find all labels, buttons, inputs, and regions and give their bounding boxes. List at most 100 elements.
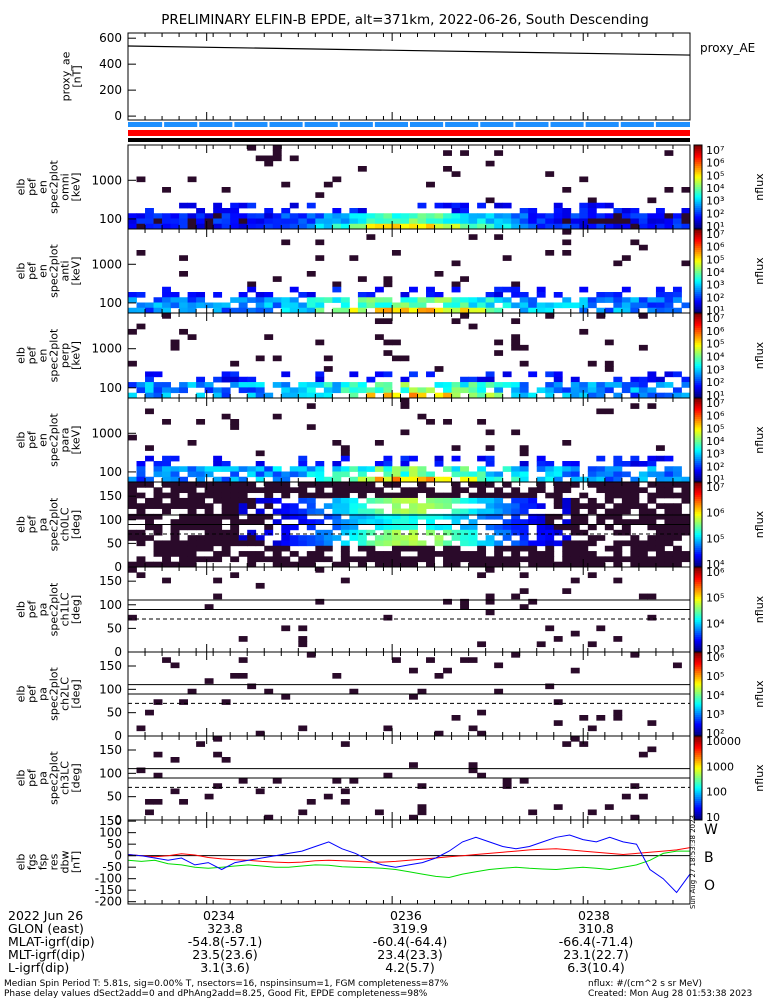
flux-pixel bbox=[187, 513, 197, 520]
colorbar-unit: nflux bbox=[753, 595, 766, 623]
flux-pixel bbox=[451, 529, 461, 536]
flux-pixel bbox=[426, 218, 435, 225]
energy-ytick-label: 100 bbox=[99, 465, 122, 479]
flux-pixel bbox=[451, 286, 461, 293]
flux-pixel bbox=[545, 540, 555, 547]
flux-pixel bbox=[366, 497, 376, 504]
flux-pixel bbox=[502, 202, 512, 209]
flux-pixel bbox=[511, 281, 521, 288]
spec-4-ylabel-4: ch0LC bbox=[59, 507, 72, 541]
flux-pixel bbox=[145, 382, 154, 388]
flux-pixel bbox=[323, 355, 333, 362]
flux-pixel bbox=[306, 540, 316, 547]
colorbar-cell bbox=[694, 174, 702, 177]
ephem-value-0236: 319.9 bbox=[392, 921, 428, 936]
flux-pixel bbox=[647, 403, 657, 409]
flux-pixel bbox=[494, 150, 504, 156]
flux-pixel bbox=[247, 145, 257, 151]
flux-pixel bbox=[281, 208, 291, 214]
flux-pixel bbox=[400, 540, 410, 547]
flux-pixel bbox=[247, 513, 257, 520]
flux-pixel bbox=[494, 513, 504, 520]
flux-pixel bbox=[247, 503, 257, 509]
flux-pixel bbox=[417, 223, 427, 230]
flux-pixel bbox=[272, 145, 282, 151]
flux-pixel bbox=[587, 218, 597, 225]
flux-pixel bbox=[170, 788, 180, 795]
flux-pixel bbox=[247, 529, 257, 536]
flux-pixel bbox=[672, 519, 682, 525]
colorbar-cell bbox=[694, 681, 702, 684]
flux-pixel bbox=[672, 556, 682, 563]
flux-pixel bbox=[587, 223, 597, 230]
flux-pixel bbox=[179, 519, 189, 525]
spectrogram-0 bbox=[128, 145, 691, 230]
colorbar-cell bbox=[694, 450, 702, 454]
flux-pixel bbox=[434, 492, 444, 499]
flux-pixel bbox=[638, 508, 648, 515]
flux-pixel bbox=[264, 545, 274, 552]
flux-pixel bbox=[545, 683, 555, 690]
flux-pixel bbox=[213, 492, 223, 499]
flux-pixel bbox=[213, 529, 223, 536]
colorbar-cell bbox=[694, 191, 702, 194]
flux-pixel bbox=[289, 540, 299, 547]
flux-pixel bbox=[672, 307, 682, 314]
flux-pixel bbox=[570, 736, 580, 742]
flux-pixel bbox=[528, 223, 538, 230]
flux-pixel bbox=[630, 545, 640, 552]
flux-pixel bbox=[400, 545, 410, 552]
colorbar-label: 10² bbox=[706, 727, 724, 740]
spec-6-ylabel-1: pef bbox=[26, 684, 39, 703]
flux-pixel bbox=[528, 392, 538, 399]
flux-pixel bbox=[485, 429, 495, 436]
flux-pixel bbox=[621, 461, 631, 467]
flux-pixel bbox=[306, 307, 316, 314]
flux-pixel bbox=[613, 487, 623, 494]
flux-pixel bbox=[247, 297, 257, 303]
flux-pixel bbox=[562, 556, 572, 563]
colorbar-cell bbox=[694, 712, 702, 716]
flux-pixel bbox=[315, 213, 325, 219]
flux-pixel bbox=[374, 540, 384, 547]
flux-pixel bbox=[391, 497, 401, 504]
flux-pixel bbox=[494, 561, 504, 568]
flux-pixel bbox=[306, 382, 316, 388]
flux-pixel bbox=[196, 213, 206, 219]
colorbar-label: 10⁴ bbox=[706, 182, 725, 195]
colorbar-cell bbox=[694, 757, 702, 760]
flux-pixel bbox=[604, 297, 614, 303]
colorbar-cell bbox=[694, 241, 702, 245]
flux-pixel bbox=[238, 213, 248, 219]
flux-pixel bbox=[647, 492, 657, 499]
flux-pixel bbox=[536, 476, 546, 483]
flux-pixel bbox=[136, 725, 146, 732]
colorbar-cell bbox=[694, 376, 702, 380]
flux-pixel bbox=[519, 540, 529, 547]
flux-pixel bbox=[289, 286, 299, 293]
colorbar-cell bbox=[694, 429, 702, 433]
flux-pixel bbox=[289, 508, 299, 515]
flux-pixel bbox=[434, 730, 444, 737]
flux-pixel bbox=[451, 715, 461, 721]
flux-pixel bbox=[536, 455, 546, 462]
spectrogram-7 bbox=[136, 736, 657, 821]
flux-pixel bbox=[264, 213, 274, 219]
flux-pixel bbox=[655, 307, 665, 314]
flux-pixel bbox=[485, 561, 495, 568]
flux-pixel bbox=[502, 545, 512, 552]
flux-pixel bbox=[638, 751, 648, 758]
flux-pixel bbox=[247, 307, 257, 314]
flux-pixel bbox=[340, 218, 350, 225]
flux-pixel bbox=[349, 255, 359, 261]
flux-pixel bbox=[374, 513, 384, 520]
flux-pixel bbox=[400, 429, 410, 436]
colorbar-label: 10³ bbox=[706, 708, 724, 721]
flux-pixel bbox=[409, 392, 418, 399]
flux-pixel bbox=[460, 556, 470, 563]
flux-pixel bbox=[511, 339, 521, 346]
colorbar-cell bbox=[694, 564, 702, 568]
flux-pixel bbox=[553, 471, 563, 478]
flux-pixel bbox=[638, 313, 648, 319]
spec-5-ylabel-0: elb bbox=[15, 601, 28, 618]
